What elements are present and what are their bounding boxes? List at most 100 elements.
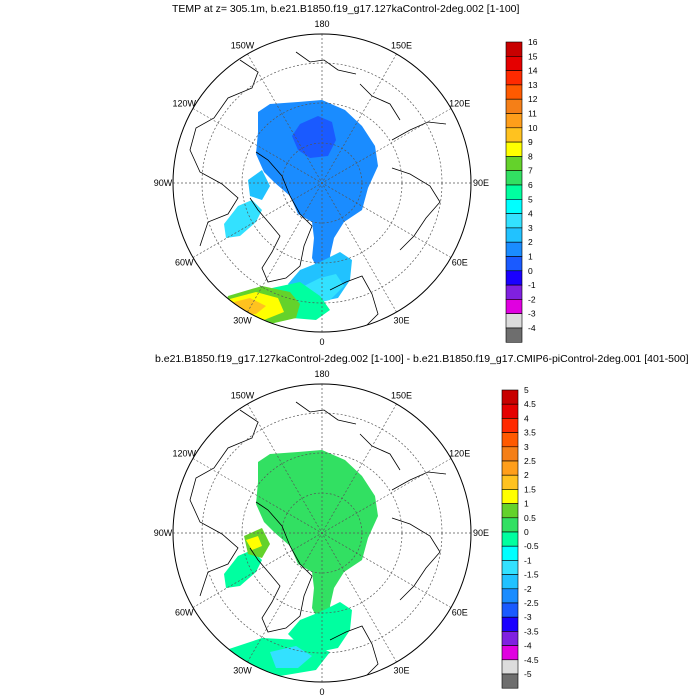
colorbar-swatch — [501, 673, 519, 689]
colorbar-swatch — [505, 113, 523, 129]
colorbar-label: 8 — [528, 151, 533, 161]
colorbar-swatch — [501, 489, 519, 504]
colorbar-swatch — [505, 156, 523, 171]
colorbar-label: 1 — [528, 252, 533, 262]
arctic-ocean-diff-field — [256, 450, 378, 624]
colorbar-swatch — [501, 616, 519, 632]
labrador-sea-diff-field — [224, 550, 262, 588]
lon-label-60w: 60W — [175, 258, 194, 268]
panel-2-gridlines — [173, 384, 471, 682]
lon-label-150w: 150W — [231, 390, 255, 400]
lon-label-180: 180 — [314, 369, 329, 379]
colorbar-label: 14 — [528, 66, 538, 76]
colorbar-swatch — [501, 531, 519, 547]
colorbar-swatch — [505, 213, 523, 229]
colorbar-swatch — [505, 241, 523, 257]
colorbar-label: 10 — [528, 123, 538, 133]
colorbar-label: 4 — [524, 413, 529, 423]
colorbar-label: -1 — [524, 555, 532, 565]
lon-label-120e: 120E — [449, 99, 470, 109]
colorbar-swatch — [505, 313, 523, 329]
lon-label-30w: 30W — [233, 316, 252, 326]
lon-label-0: 0 — [319, 337, 324, 347]
colorbar-swatch — [505, 199, 523, 214]
colorbar-swatch — [505, 141, 523, 157]
panel-1-map: 180 150E 120E 90E 60E 30E 0 30W 60W 90W 120W 150W — [154, 19, 489, 347]
colorbar-label: -1.5 — [524, 570, 539, 580]
colorbar-label: 9 — [528, 137, 533, 147]
colorbar-swatch — [505, 327, 523, 343]
lon-label-120w: 120W — [173, 449, 197, 459]
colorbar-swatch — [501, 588, 519, 604]
colorbar-label: 16 — [528, 37, 538, 47]
lon-label-180: 180 — [314, 19, 329, 29]
land-outline-2 — [189, 401, 447, 677]
colorbar-swatch — [501, 474, 519, 490]
colorbar-label: 2.5 — [524, 456, 536, 466]
colorbar-label: 3 — [524, 442, 529, 452]
panel-2-title: b.e21.B1850.f19_g17.127kaControl-2deg.00… — [155, 353, 689, 365]
colorbar-swatch — [501, 645, 519, 661]
colorbar-swatch — [501, 574, 519, 590]
colorbar-label: 7 — [528, 166, 533, 176]
panel-1-gridlines — [173, 34, 471, 332]
colorbar-swatch — [501, 460, 519, 476]
colorbar-label: 15 — [528, 51, 538, 61]
colorbar-label: 3.5 — [524, 428, 536, 438]
colorbar-swatch — [501, 446, 519, 462]
lon-label-30w: 30W — [233, 666, 252, 676]
colorbar-label: -5 — [524, 669, 532, 679]
colorbar-label: 4 — [528, 209, 533, 219]
colorbar-swatch — [505, 184, 523, 200]
panel-2-longitude-labels: 180 150E 120E 90E 60E 30E 0 30W 60W 90W 120W 150W — [154, 369, 489, 697]
colorbar-swatch — [505, 270, 523, 286]
colorbar-label: 3 — [528, 223, 533, 233]
colorbar-label: -4.5 — [524, 655, 539, 665]
colorbar-label: -2 — [524, 584, 532, 594]
colorbar-swatch — [505, 41, 523, 57]
colorbar-swatch — [501, 503, 519, 519]
lon-label-120w: 120W — [173, 99, 197, 109]
colorbar-swatch — [505, 299, 523, 314]
colorbar-swatch — [501, 432, 519, 448]
panel-1-map-border — [172, 33, 472, 333]
lon-label-0: 0 — [319, 687, 324, 697]
colorbar-swatch — [501, 517, 519, 533]
colorbar-label: 13 — [528, 80, 538, 90]
colorbar-label: 2 — [524, 470, 529, 480]
colorbar-swatch — [501, 545, 519, 561]
colorbar-label: 0 — [524, 527, 529, 537]
colorbar-swatch — [505, 55, 523, 71]
colorbar-label: 0 — [528, 266, 533, 276]
colorbar-swatch — [501, 418, 519, 433]
lon-label-60w: 60W — [175, 608, 194, 618]
colorbar-swatch — [505, 284, 523, 300]
colorbar-label: -3 — [528, 309, 536, 319]
lon-label-150w: 150W — [231, 40, 255, 50]
colorbar-label: -3.5 — [524, 626, 539, 636]
colorbar-label: 1 — [524, 499, 529, 509]
colorbar-label: 2 — [528, 237, 533, 247]
colorbar-label: -0.5 — [524, 541, 539, 551]
lon-label-150e: 150E — [391, 40, 412, 50]
colorbar-label: -1 — [528, 280, 536, 290]
colorbar-label: 12 — [528, 94, 538, 104]
colorbar-swatch — [505, 84, 523, 100]
panel-2-map: 180 150E 120E 90E 60E 30E 0 30W 60W 90W 120W 150W — [154, 369, 489, 697]
colorbar-swatch — [505, 127, 523, 143]
lon-label-30e: 30E — [393, 666, 409, 676]
colorbar-label: 6 — [528, 180, 533, 190]
arctic-ocean-field — [256, 100, 378, 274]
lon-label-30e: 30E — [393, 316, 409, 326]
colorbar-label: 1.5 — [524, 484, 536, 494]
colorbar-swatch — [505, 256, 523, 272]
labrador-sea-field — [224, 200, 262, 238]
panel-2-colorbar: 5 4.5 4 3.5 3 2.5 2 1.5 1 0.5 0 -0.5 -1 -1.5 -2 -2.5 -3 -… — [501, 385, 539, 689]
colorbar-swatch — [501, 602, 519, 618]
colorbar-label: 4.5 — [524, 399, 536, 409]
colorbar-swatch — [501, 403, 519, 419]
panel-1-title: TEMP at z= 305.1m, b.e21.B1850.f19_g17.1… — [172, 3, 520, 15]
colorbar-label: -3 — [524, 612, 532, 622]
colorbar-label: -2.5 — [524, 598, 539, 608]
